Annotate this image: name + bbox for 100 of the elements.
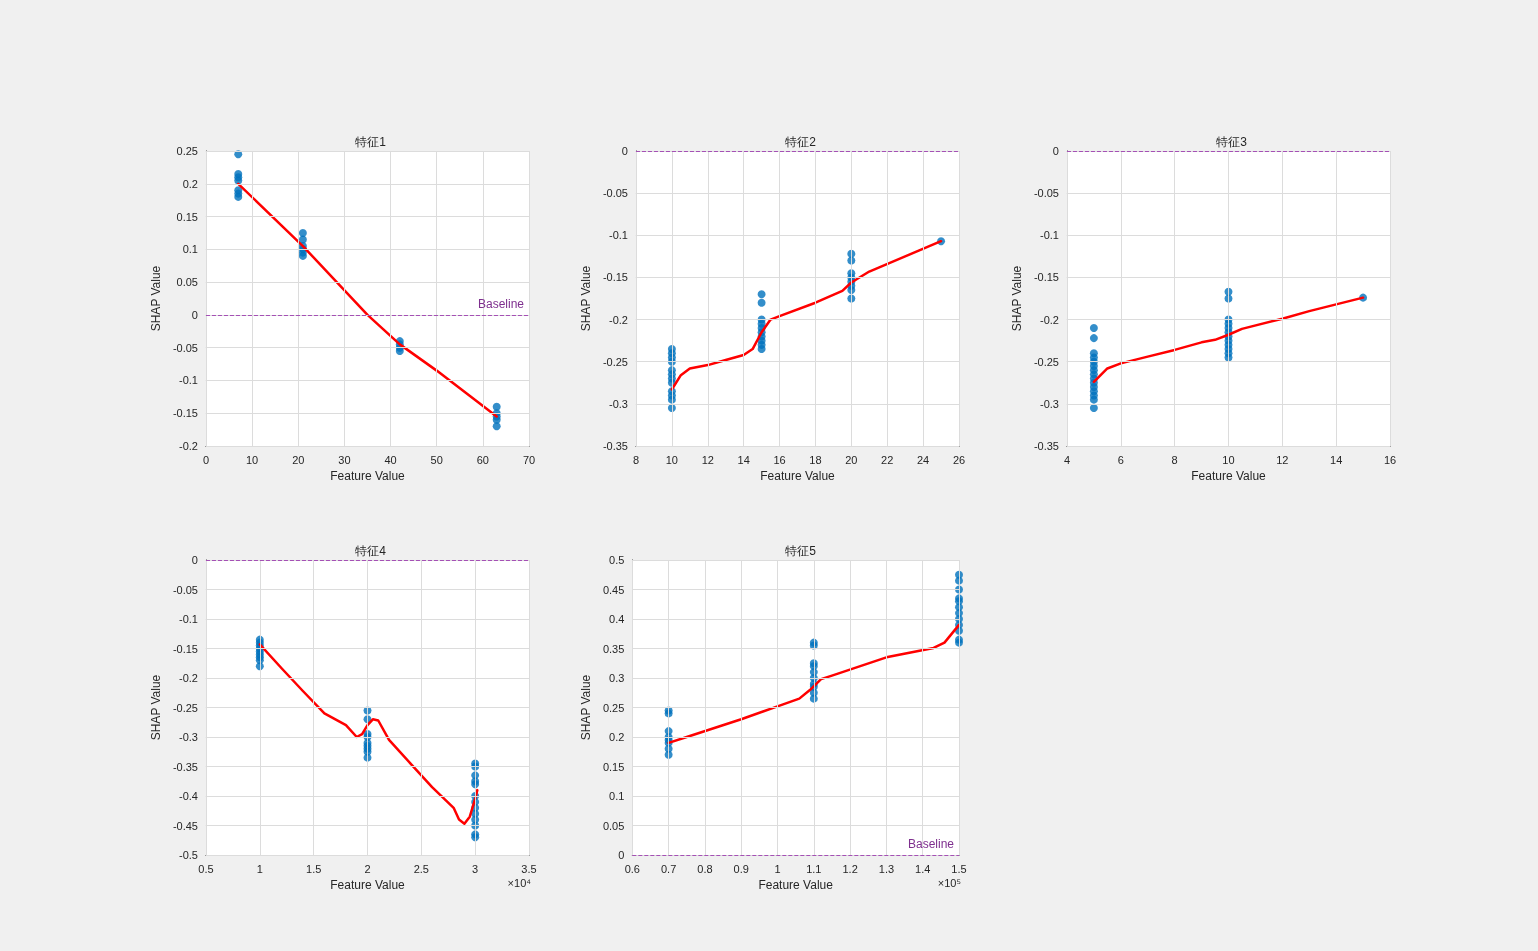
x-axis-title: Feature Value	[758, 877, 834, 892]
x-tick-label: 60	[476, 453, 489, 466]
y-tick-label: 0.05	[602, 819, 625, 832]
chart-title: 特征5	[785, 544, 817, 558]
x-tick-label: 1	[256, 862, 263, 875]
y-tick-label: -0.05	[172, 583, 198, 596]
x-tick-label: 16	[773, 453, 786, 466]
y-tick-label: 0	[1052, 145, 1059, 157]
x-tick-label: 4	[1063, 453, 1071, 466]
y-tick-label: -0.25	[172, 701, 198, 714]
x-tick-label: 1.4	[915, 862, 931, 875]
x-axis-title: Feature Value	[330, 468, 406, 483]
y-tick-label: 0.25	[602, 701, 625, 714]
y-axis-title: SHAP Value	[149, 674, 163, 741]
x-tick-label: 10	[665, 453, 678, 466]
x-tick-label: 14	[737, 453, 750, 466]
text: ×10⁵	[937, 876, 962, 889]
x-tick-label: 14	[1330, 453, 1343, 466]
x-tick-label: 1.1	[806, 862, 822, 875]
y-tick-label: 0.1	[182, 243, 198, 256]
y-tick-label: 0	[618, 849, 625, 861]
x-tick-label: 20	[292, 453, 305, 466]
x-tick-label: 2.5	[413, 862, 429, 875]
x-tick-label: 16	[1383, 453, 1397, 466]
y-tick-label: 0.15	[176, 210, 198, 223]
y-tick-label: -0.15	[172, 642, 198, 655]
x-tick-label: 0.8	[697, 862, 713, 875]
y-tick-label: -0.25	[602, 355, 628, 368]
chart-title: 特征1	[355, 135, 387, 149]
y-tick-label: -0.05	[172, 341, 198, 354]
y-tick-label: -0.2	[179, 672, 198, 684]
y-tick-label: -0.5	[179, 849, 198, 861]
x-tick-label: 40	[384, 453, 397, 466]
x-tick-label: 3.5	[521, 862, 537, 875]
y-tick-label: 0.3	[609, 672, 625, 684]
y-tick-label: -0.3	[1040, 397, 1059, 410]
y-tick-label: -0.4	[179, 790, 198, 802]
y-tick-label: 0.2	[182, 177, 198, 190]
y-axis-title: SHAP Value	[579, 674, 593, 741]
y-tick-label: -0.15	[602, 271, 628, 284]
x-tick-label: 10	[245, 453, 259, 466]
y-tick-label: -0.25	[1033, 355, 1059, 368]
y-tick-label: -0.1	[179, 613, 198, 625]
chart-title: 特征4	[355, 544, 387, 558]
x-tick-label: 26	[952, 453, 966, 466]
chart-title: 特征2	[785, 135, 817, 149]
x-axis-title: Feature Value	[1191, 468, 1267, 483]
x-tick-label: 3	[472, 862, 479, 875]
y-tick-label: -0.35	[602, 440, 628, 452]
y-tick-label: -0.2	[609, 313, 628, 326]
chart-title: 特征3	[1216, 135, 1248, 149]
ref-line-label: Baseline	[477, 296, 525, 311]
y-tick-label: 0	[621, 145, 628, 157]
x-tick-label: 0	[202, 453, 210, 466]
y-tick-label: -0.45	[172, 819, 198, 832]
y-axis-title: SHAP Value	[579, 265, 593, 332]
x-tick-label: 30	[338, 453, 351, 466]
y-tick-label: -0.1	[1040, 229, 1059, 242]
y-tick-label: 0.05	[176, 276, 198, 289]
x-tick-label: 1.5	[951, 862, 967, 875]
x-tick-label: 12	[701, 453, 714, 466]
y-tick-label: 0.2	[609, 731, 625, 743]
y-tick-label: -0.1	[179, 374, 198, 387]
x-tick-label: 8	[1171, 453, 1178, 466]
x-tick-label: 22	[881, 453, 894, 466]
y-tick-label: -0.3	[609, 397, 628, 410]
y-tick-label: 0.15	[602, 760, 625, 773]
y-tick-label: -0.15	[1033, 271, 1059, 284]
x-tick-label: 1.3	[878, 862, 895, 875]
y-tick-label: 0	[191, 308, 198, 321]
x-tick-label: 12	[1276, 453, 1289, 466]
x-tick-label: 10	[1222, 453, 1235, 466]
y-tick-label: 0.5	[609, 554, 625, 566]
y-tick-label: -0.15	[172, 407, 198, 420]
x-tick-label: 1.5	[306, 862, 322, 875]
text: ×10⁴	[507, 876, 532, 889]
x-tick-label: 0.9	[733, 862, 749, 875]
x-axis-title: Feature Value	[330, 877, 406, 892]
y-tick-label: -0.35	[1033, 440, 1059, 452]
y-axis-title: SHAP Value	[1010, 265, 1024, 332]
y-tick-label: -0.35	[172, 760, 198, 773]
x-tick-label: 1.2	[842, 862, 858, 875]
x-tick-label: 18	[809, 453, 822, 466]
x-tick-label: 1	[774, 862, 781, 875]
x-tick-label: 8	[632, 453, 640, 466]
y-axis-title: SHAP Value	[149, 265, 163, 332]
y-tick-label: -0.2	[1040, 313, 1059, 326]
y-tick-label: 0.35	[602, 642, 625, 655]
x-tick-label: 0.6	[624, 862, 640, 875]
x-tick-label: 6	[1117, 453, 1124, 466]
x-tick-label: 20	[845, 453, 858, 466]
y-tick-label: -0.05	[602, 187, 628, 200]
x-tick-label: 2	[364, 862, 371, 875]
y-tick-label: 0.45	[602, 583, 625, 596]
x-tick-label: 70	[522, 453, 536, 466]
y-tick-label: 0.1	[609, 790, 625, 802]
y-tick-label: -0.1	[609, 229, 628, 242]
y-tick-label: 0	[191, 554, 198, 566]
y-tick-label: 0.4	[609, 613, 625, 625]
x-tick-label: 24	[916, 453, 930, 466]
